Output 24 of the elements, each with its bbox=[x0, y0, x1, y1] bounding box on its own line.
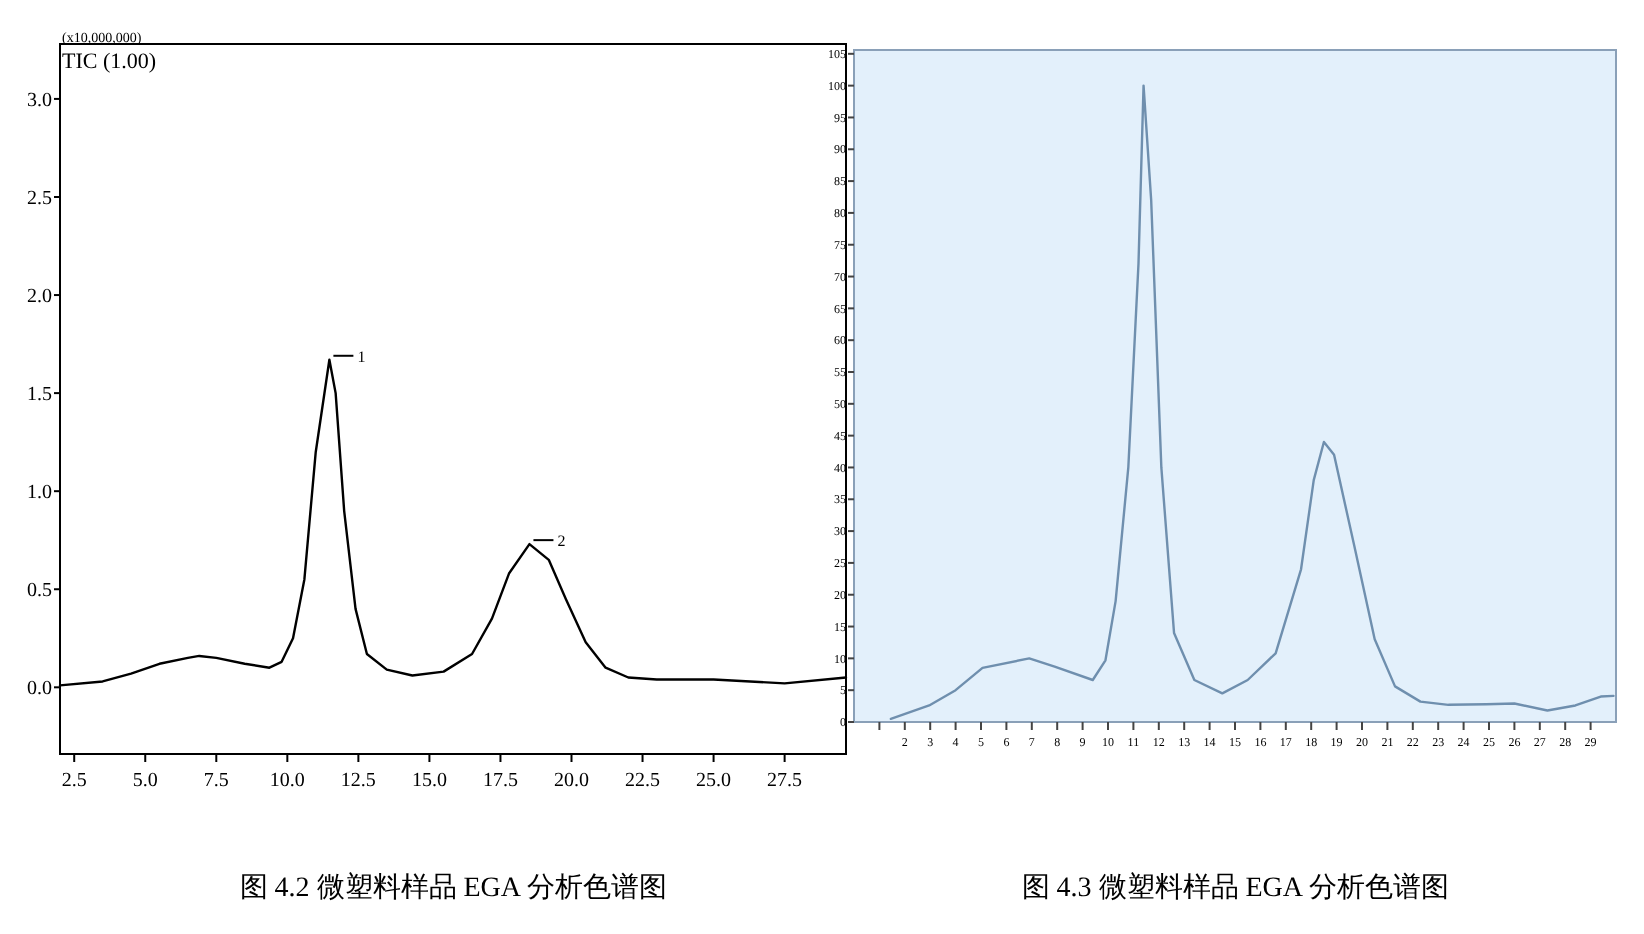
text: 图 4.2 微塑料样品 EGA 分析色谱图 bbox=[239, 872, 667, 904]
x-tick-label: 27.5 bbox=[767, 770, 803, 792]
y-tick-label: 2.0 bbox=[27, 286, 52, 309]
x-tick-label: 25.0 bbox=[696, 770, 732, 792]
annotation: 1 bbox=[357, 347, 366, 366]
x-tick-label: 7.5 bbox=[203, 770, 229, 792]
annotation: 2 bbox=[557, 532, 566, 551]
x-tick-label: 12.5 bbox=[340, 770, 376, 792]
x-tick-label: 20.0 bbox=[554, 770, 589, 792]
y-tick-label: 2.5 bbox=[27, 187, 52, 210]
y-tick-label: 3.0 bbox=[27, 89, 52, 112]
text: 图 4.3 微塑料样品 EGA 分析色谱图 bbox=[1021, 872, 1449, 904]
x-tick-label: 2.5 bbox=[61, 770, 87, 792]
x-tick-label: 5.0 bbox=[132, 770, 158, 792]
y-tick-label: 0.0 bbox=[27, 678, 52, 701]
x-tick-label: 17.5 bbox=[482, 770, 518, 792]
x-tick-label: 22.5 bbox=[625, 770, 661, 792]
line-series bbox=[889, 84, 1615, 721]
y-tick-label: 1.5 bbox=[27, 384, 52, 407]
x-tick-label: 10.0 bbox=[269, 770, 305, 792]
annotation: TIC (1.00) bbox=[62, 50, 157, 74]
y-tick-label: 0.5 bbox=[27, 580, 52, 603]
x-tick-label: 15.0 bbox=[411, 770, 447, 792]
y-tick-label: 1.0 bbox=[27, 482, 52, 505]
